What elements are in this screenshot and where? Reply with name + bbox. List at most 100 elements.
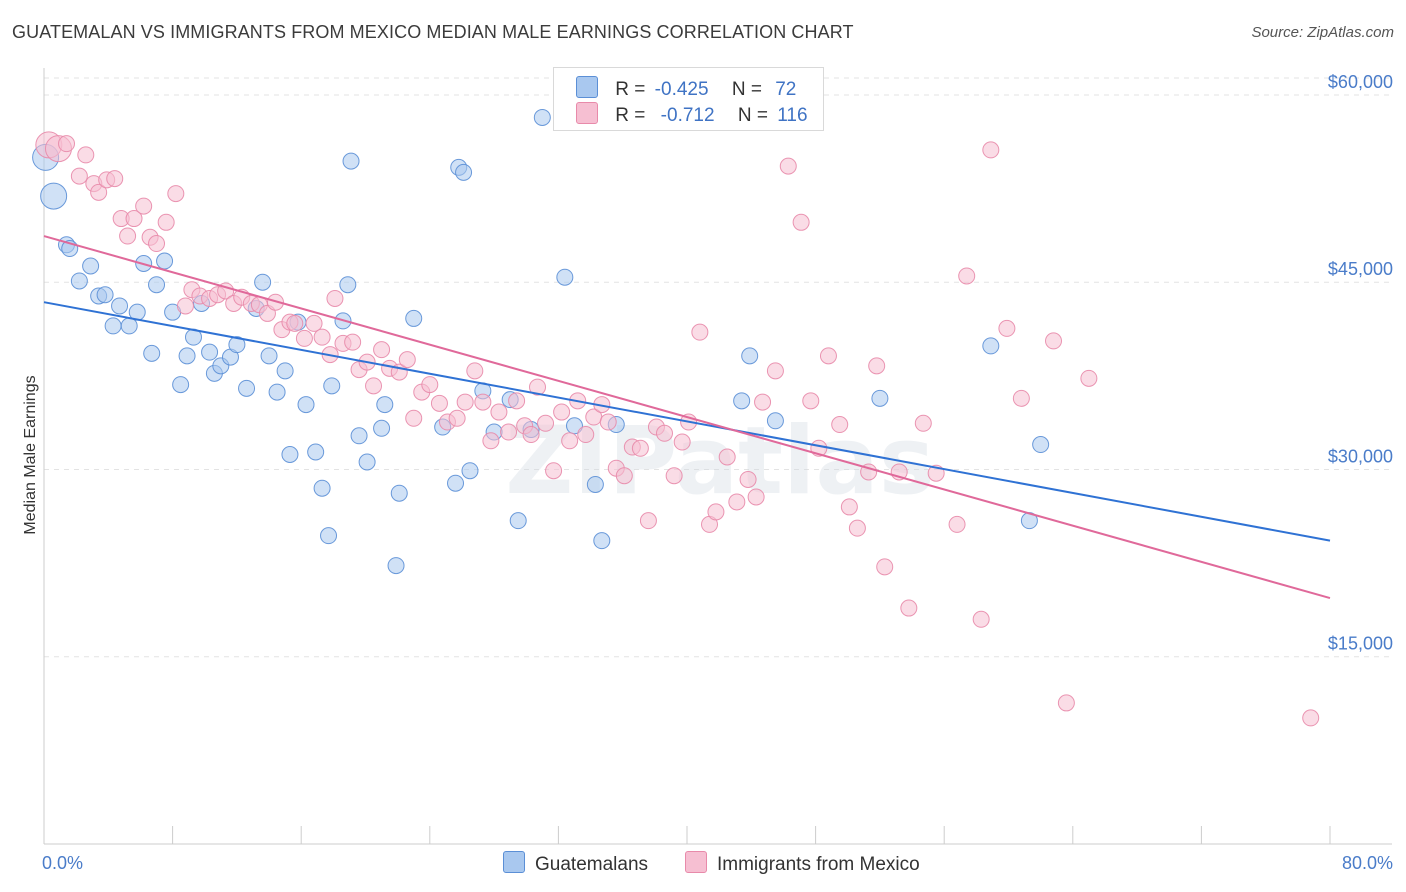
- bottom-legend-guatemalans: Guatemalans: [503, 851, 648, 876]
- data-point: [448, 409, 466, 427]
- n-label: N =: [737, 105, 768, 126]
- data-point: [840, 498, 858, 516]
- data-point: [398, 351, 416, 369]
- blue-swatch: [503, 851, 525, 873]
- data-point: [313, 328, 331, 346]
- data-point: [77, 146, 95, 164]
- data-point: [599, 413, 617, 431]
- data-point: [358, 453, 376, 471]
- data-point: [276, 362, 294, 380]
- data-point: [739, 470, 757, 488]
- data-point: [508, 392, 526, 410]
- data-point: [339, 276, 357, 294]
- bottom-legend-immigrants-from-mexico: Immigrants from Mexico: [685, 851, 920, 876]
- data-point: [639, 512, 657, 530]
- data-point: [254, 273, 272, 291]
- data-point: [998, 319, 1016, 337]
- data-point: [178, 347, 196, 365]
- data-point: [914, 414, 932, 432]
- data-point: [390, 484, 408, 502]
- data-point: [167, 185, 185, 203]
- data-point: [143, 344, 161, 362]
- data-point: [707, 503, 725, 521]
- data-point: [461, 462, 479, 480]
- data-point: [982, 337, 1000, 355]
- data-point: [1302, 709, 1320, 727]
- n-label: N =: [731, 79, 762, 100]
- data-point: [320, 527, 338, 545]
- x-tick-label-end: 80.0%: [1342, 853, 1393, 873]
- data-point: [326, 289, 344, 307]
- data-point: [482, 432, 500, 450]
- data-point: [376, 396, 394, 414]
- data-point: [848, 519, 866, 537]
- data-point: [876, 558, 894, 576]
- data-point: [718, 448, 736, 466]
- data-point: [958, 267, 976, 285]
- data-point: [365, 377, 383, 395]
- r-label: R =: [615, 105, 646, 126]
- data-point: [405, 409, 423, 427]
- data-point: [655, 424, 673, 442]
- data-point: [665, 467, 683, 485]
- data-point: [106, 170, 124, 188]
- data-point: [561, 432, 579, 450]
- legend-label: Immigrants from Mexico: [717, 854, 920, 875]
- data-point: [1032, 436, 1050, 454]
- data-point: [111, 297, 129, 315]
- data-point: [871, 389, 889, 407]
- data-point: [747, 488, 765, 506]
- data-point: [156, 252, 174, 270]
- data-point: [766, 412, 784, 430]
- gridlines: [44, 77, 1392, 658]
- data-point: [522, 426, 540, 444]
- data-point: [509, 512, 527, 530]
- n-value: 72: [775, 79, 797, 100]
- data-point: [350, 427, 368, 445]
- data-point: [96, 286, 114, 304]
- data-point: [500, 423, 518, 441]
- data-point: [307, 443, 325, 461]
- data-point: [733, 392, 751, 410]
- data-point: [297, 396, 315, 414]
- trend-lines: [43, 235, 1331, 600]
- data-point: [344, 333, 362, 351]
- data-point: [373, 341, 391, 359]
- y-tick-label: $60,000: [1328, 72, 1393, 92]
- data-point: [313, 479, 331, 497]
- data-point: [691, 323, 709, 341]
- data-point: [305, 314, 323, 332]
- data-point: [948, 515, 966, 533]
- data-point: [615, 467, 633, 485]
- data-point: [456, 393, 474, 411]
- r-value: -0.712: [660, 105, 715, 126]
- legend-row-guatemalans: R = -0.425 N = 72: [576, 76, 796, 100]
- data-point: [466, 362, 484, 380]
- data-point: [82, 257, 100, 275]
- x-tick-label-start: 0.0%: [42, 853, 83, 873]
- data-point: [40, 182, 68, 210]
- data-point: [295, 329, 313, 347]
- data-point: [455, 163, 473, 181]
- data-point: [268, 383, 286, 401]
- y-tick-label: $15,000: [1328, 634, 1393, 654]
- source-label: Source: ZipAtlas.com: [1251, 24, 1394, 41]
- data-point: [1045, 332, 1063, 350]
- data-point: [1080, 369, 1098, 387]
- data-point: [238, 379, 256, 397]
- pink-swatch: [685, 851, 707, 873]
- data-point: [802, 392, 820, 410]
- data-point: [474, 393, 492, 411]
- data-point: [741, 347, 759, 365]
- r-value: -0.425: [654, 79, 709, 100]
- data-point: [260, 347, 278, 365]
- data-point: [593, 532, 611, 550]
- data-point: [447, 474, 465, 492]
- data-point: [545, 462, 563, 480]
- y-tick-label: $45,000: [1328, 259, 1393, 279]
- data-point: [201, 343, 219, 361]
- legend-row-immigrants-from-mexico: R = -0.712 N = 116: [576, 102, 808, 126]
- y-tick-label: $30,000: [1328, 446, 1393, 466]
- data-point: [831, 416, 849, 434]
